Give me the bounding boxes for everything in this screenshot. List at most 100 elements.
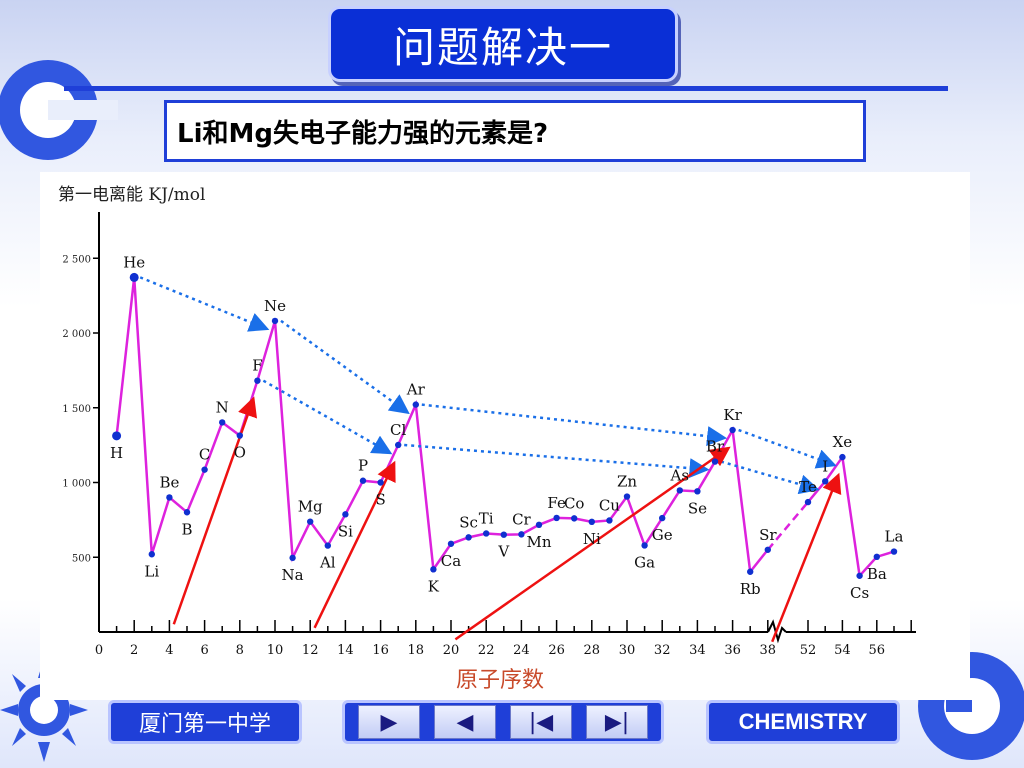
point-label-s: S xyxy=(375,491,385,509)
data-point-cr xyxy=(518,531,525,538)
question-text: Li和Mg失电子能力强的元素是? xyxy=(177,118,549,149)
point-label-cu: Cu xyxy=(599,496,620,514)
point-label-be: Be xyxy=(159,473,179,491)
point-label-la: La xyxy=(885,528,904,546)
data-point-h xyxy=(112,431,122,441)
data-point-ti xyxy=(483,530,490,537)
point-label-mg: Mg xyxy=(298,498,323,516)
data-point-f xyxy=(254,377,261,384)
x-tick-label: 26 xyxy=(548,643,565,658)
point-label-he: He xyxy=(123,253,145,271)
point-label-cl: Cl xyxy=(390,421,406,439)
x-tick-label: 12 xyxy=(302,643,319,658)
point-label-te: Te xyxy=(799,478,817,496)
trend-arrow xyxy=(720,460,820,495)
point-label-na: Na xyxy=(282,566,304,584)
point-label-al: Al xyxy=(319,554,336,572)
trend-arrow xyxy=(404,443,710,479)
data-point-xe xyxy=(839,453,846,461)
x-tick-label: 4 xyxy=(165,643,173,658)
chemistry-button[interactable]: CHEMISTRY xyxy=(706,700,900,744)
data-point-sr xyxy=(764,546,771,553)
y-tick-label: 2 000 xyxy=(62,329,91,340)
point-label-si: Si xyxy=(338,522,353,540)
x-tick-label: 14 xyxy=(337,643,354,658)
point-label-ni: Ni xyxy=(583,530,601,548)
data-point-s xyxy=(377,479,384,486)
data-point-n xyxy=(219,419,226,426)
x-tick-label: 34 xyxy=(689,643,706,658)
question-box: Li和Mg失电子能力强的元素是? xyxy=(164,100,866,162)
play-prev-icon: ◀ xyxy=(456,709,474,735)
point-label-h: H xyxy=(110,444,123,462)
data-point-c xyxy=(201,466,208,473)
data-point-br xyxy=(711,458,719,465)
x-tick-label: 38 xyxy=(760,643,777,658)
data-point-cs xyxy=(856,572,863,579)
x-tick-label: 20 xyxy=(443,643,460,658)
red-arrow xyxy=(313,460,396,629)
data-point-si xyxy=(342,511,349,518)
point-label-ge: Ge xyxy=(652,526,673,544)
data-point-b xyxy=(183,509,191,516)
point-label-li: Li xyxy=(144,562,159,580)
x-tick-label: 52 xyxy=(800,643,817,658)
y-tick-label: 1 000 xyxy=(62,479,91,490)
x-tick-label: 16 xyxy=(372,643,389,658)
point-label-ne: Ne xyxy=(264,297,286,315)
trend-arrow xyxy=(280,319,410,415)
y-tick-label: 2 500 xyxy=(62,254,91,265)
last-slide-button[interactable]: ▶| xyxy=(586,705,648,739)
red-arrow xyxy=(771,472,842,643)
point-label-v: V xyxy=(497,543,510,561)
point-label-f: F xyxy=(252,357,262,375)
trend-arrow xyxy=(421,403,728,447)
x-tick-label: 24 xyxy=(513,643,530,658)
y-axis-label: 第一电离能 KJ/mol xyxy=(58,185,205,205)
data-point-se xyxy=(694,488,701,495)
point-label-br: Br xyxy=(706,438,725,456)
data-point-co xyxy=(571,515,578,522)
data-point-zn xyxy=(623,493,631,500)
point-label-se: Se xyxy=(688,499,707,517)
data-point-v xyxy=(500,531,507,538)
point-label-rb: Rb xyxy=(740,580,761,598)
point-label-kr: Kr xyxy=(723,406,742,424)
point-label-o: O xyxy=(234,444,246,462)
data-point-mg xyxy=(307,518,314,525)
x-tick-label: 10 xyxy=(267,643,284,658)
point-label-co: Co xyxy=(564,494,585,512)
previous-slide-button[interactable]: ◀ xyxy=(434,705,496,739)
school-button[interactable]: 厦门第一中学 xyxy=(108,700,302,744)
point-label-c: C xyxy=(199,446,210,464)
point-label-sc: Sc xyxy=(459,513,478,531)
point-label-k: K xyxy=(428,577,440,595)
axis-break-mark xyxy=(767,619,787,644)
chemistry-label: CHEMISTRY xyxy=(738,709,868,734)
decor-circle-top-left xyxy=(0,60,118,160)
point-label-cr: Cr xyxy=(512,510,531,528)
x-tick-label: 2 xyxy=(130,643,138,658)
point-label-ca: Ca xyxy=(441,552,461,570)
x-axis-label: 原子序数 xyxy=(456,668,544,693)
first-slide-button[interactable]: |◀ xyxy=(510,705,572,739)
data-point-kr xyxy=(729,426,736,434)
slide-title: 问题解决一 xyxy=(328,6,678,82)
school-label: 厦门第一中学 xyxy=(138,712,271,737)
data-point-ba xyxy=(873,553,880,561)
point-label-ti: Ti xyxy=(479,509,494,527)
trend-arrow xyxy=(738,428,837,469)
x-tick-label: 6 xyxy=(200,643,208,658)
data-point-li xyxy=(148,551,155,558)
point-label-i: I xyxy=(822,457,828,475)
x-tick-label: 56 xyxy=(869,643,886,658)
point-label-sr: Sr xyxy=(759,526,777,544)
data-point-fe xyxy=(553,514,560,522)
next-slide-button[interactable]: ▶ xyxy=(358,705,420,739)
slide-navigation: ▶ ◀ |◀ ▶| xyxy=(342,700,664,744)
x-tick-label: 32 xyxy=(654,643,671,658)
x-tick-label: 54 xyxy=(834,643,851,658)
x-tick-label: 0 xyxy=(95,643,103,658)
red-arrow xyxy=(454,446,731,641)
data-point-be xyxy=(166,494,173,501)
